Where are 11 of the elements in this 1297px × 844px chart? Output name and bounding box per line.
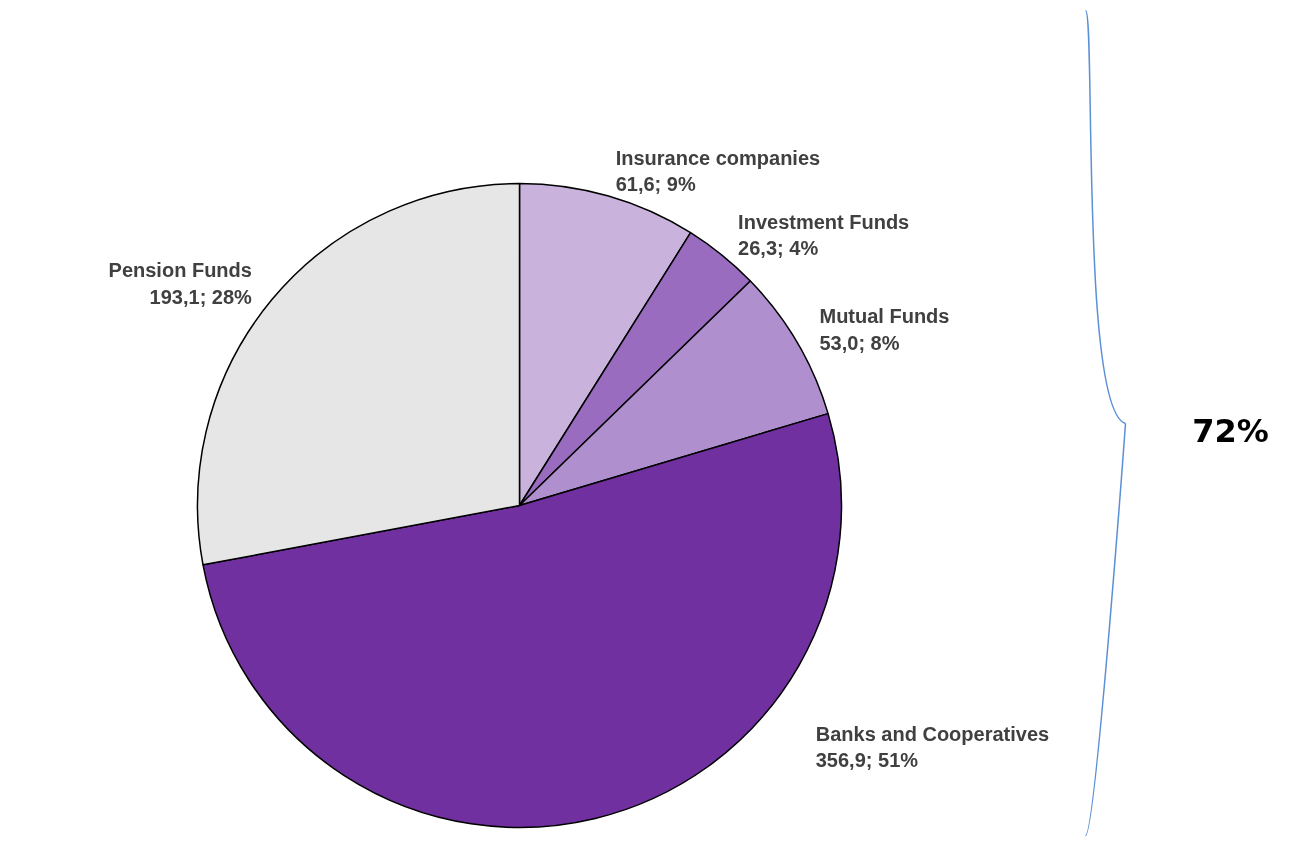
- slice-label: Pension Funds: [108, 259, 252, 282]
- slice-label: Insurance companies: [615, 147, 821, 170]
- slice-label: Investment Funds: [738, 210, 910, 233]
- data-label: 26,3; 4%: [738, 237, 819, 260]
- slice-label: Mutual Funds: [819, 305, 950, 328]
- slice-label: Banks and Cooperatives: [815, 722, 1050, 745]
- data-label: 53,0; 8%: [819, 331, 900, 354]
- data-label: 61,6; 9%: [615, 173, 696, 196]
- data-label: 193,1; 28%: [149, 285, 253, 308]
- data-label: 356,9; 51%: [815, 749, 919, 772]
- text: 72%: [1192, 411, 1269, 450]
